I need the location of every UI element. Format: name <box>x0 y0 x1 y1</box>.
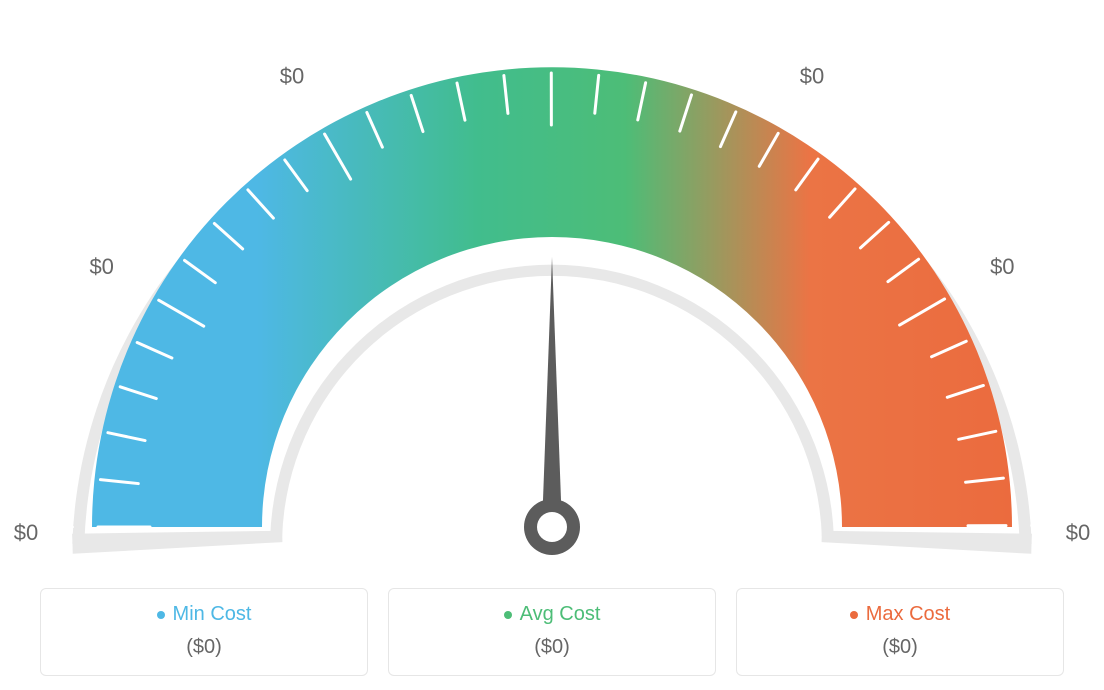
legend-label: Avg Cost <box>504 603 601 626</box>
legend-label: Min Cost <box>157 603 252 626</box>
legend-label: Max Cost <box>850 603 950 626</box>
legend-label-text: Min Cost <box>173 603 252 626</box>
gauge-tick-label: $0 <box>280 63 304 88</box>
gauge-tick-label: $0 <box>990 253 1014 278</box>
legend-value: ($0) <box>399 636 705 659</box>
legend-dot-icon <box>850 611 858 619</box>
legend-card-1: Avg Cost ($0) <box>388 588 716 676</box>
legend-card-0: Min Cost ($0) <box>40 588 368 676</box>
gauge-needle <box>542 257 562 527</box>
gauge-tick-label: $0 <box>540 17 564 19</box>
legend-dot-icon <box>157 611 165 619</box>
legend-label-text: Max Cost <box>866 603 950 626</box>
legend-value: ($0) <box>51 636 357 659</box>
legend-dot-icon <box>504 611 512 619</box>
gauge-end-cap-1 <box>822 530 1032 553</box>
legend-label-text: Avg Cost <box>520 603 601 626</box>
legend-value: ($0) <box>747 636 1053 659</box>
gauge-chart: $0 $0 $0 $0 $0 $0 $0 <box>0 17 1104 572</box>
cost-gauge-widget: $0$0$0$0$0$0$0 Min Cost($0)Avg Cost($0)M… <box>0 0 1104 690</box>
legend-card-2: Max Cost ($0) <box>736 588 1064 676</box>
gauge-tick-label: $0 <box>14 520 38 545</box>
gauge-needle-base-hole <box>537 512 567 542</box>
gauge-tick-label: $0 <box>1066 520 1090 545</box>
gauge-area: $0 $0 $0 $0 $0 $0 $0 <box>0 0 1104 588</box>
legend-row: Min Cost ($0) Avg Cost ($0) Max Cost ($0) <box>0 588 1104 690</box>
gauge-tick-label: $0 <box>89 253 113 278</box>
gauge-tick-label: $0 <box>800 63 824 88</box>
gauge-end-cap-0 <box>72 530 282 553</box>
